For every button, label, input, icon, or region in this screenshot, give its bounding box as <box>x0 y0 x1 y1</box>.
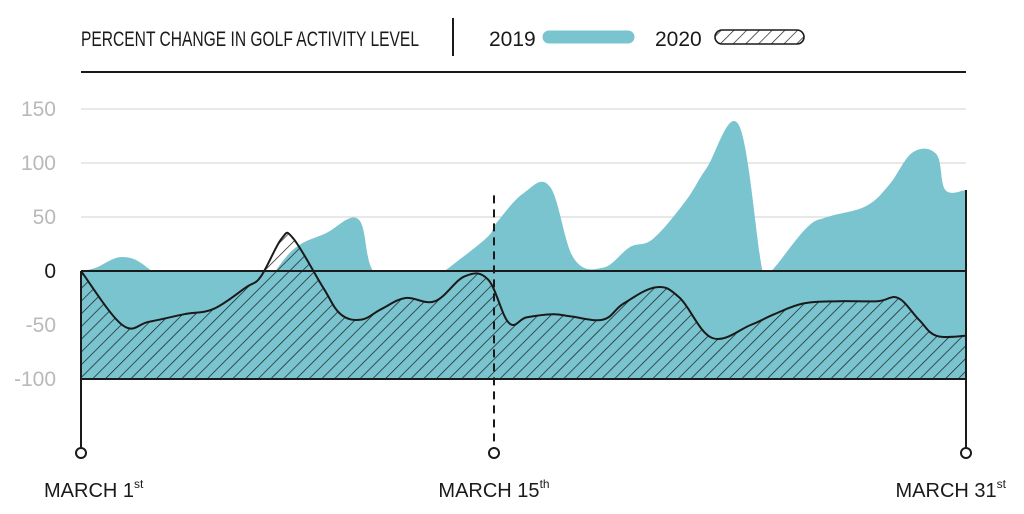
legend-label-2020: 2020 <box>655 28 702 51</box>
y-axis-ticks: 150 100 50 0 -50 -100 <box>14 98 56 391</box>
x-tick-marker <box>75 447 87 459</box>
series-2020-line <box>81 231 966 340</box>
series-areas <box>81 121 966 379</box>
x-axis-ticks: MARCH 1st MARCH 15th MARCH 31st <box>44 447 1007 502</box>
x-tick-label: MARCH 31st <box>896 477 1007 502</box>
y-tick-label: 0 <box>44 260 56 283</box>
chart-title: PERCENT CHANGE IN GOLF ACTIVITY LEVEL <box>81 28 419 51</box>
y-tick-label: -50 <box>26 314 56 337</box>
legend-label-2019: 2019 <box>489 28 536 51</box>
y-tick-label: 150 <box>21 98 56 121</box>
y-tick-label: 100 <box>21 152 56 175</box>
series-2020-hatched-area <box>81 232 966 379</box>
x-tick-marker <box>488 447 500 459</box>
legend: 2019 2020 <box>489 28 805 51</box>
x-tick-label: MARCH 1st <box>44 477 144 502</box>
legend-swatch-2020 <box>714 29 805 45</box>
y-tick-label: 50 <box>33 206 56 229</box>
x-tick-label: MARCH 15th <box>438 477 549 502</box>
x-tick-marker <box>960 447 972 459</box>
axes <box>80 190 967 448</box>
y-tick-label: -100 <box>14 368 56 391</box>
